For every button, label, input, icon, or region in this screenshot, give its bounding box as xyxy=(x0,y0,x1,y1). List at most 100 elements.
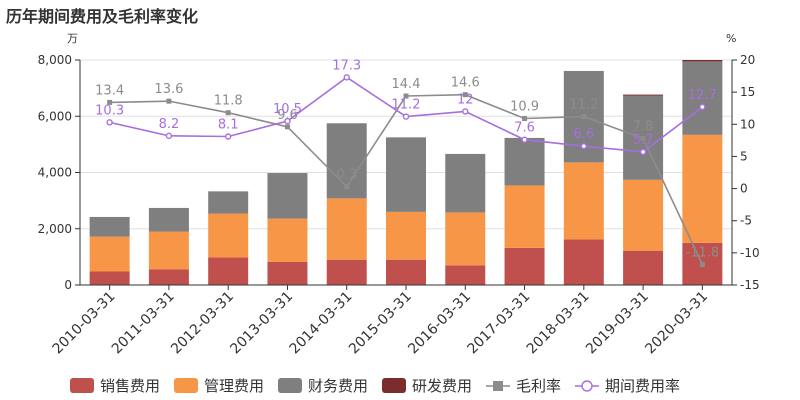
right-tick-label: 20 xyxy=(740,53,755,67)
bar-segment xyxy=(445,153,486,213)
bar-segment xyxy=(267,173,308,219)
data-label: 11.2 xyxy=(392,98,421,113)
x-tick-label: 2016-03-31 xyxy=(405,289,474,358)
bar-segment xyxy=(504,247,545,285)
data-label: 11.2 xyxy=(569,98,598,113)
point-marker xyxy=(521,136,528,143)
right-tick-label: 0 xyxy=(740,182,748,196)
bar-segment xyxy=(682,134,723,243)
bar-segment xyxy=(563,239,604,285)
line-series xyxy=(106,74,706,267)
left-tick-label: 4,000 xyxy=(38,166,72,180)
bars xyxy=(89,60,723,285)
left-tick-label: 0 xyxy=(64,278,72,292)
bar-segment xyxy=(148,231,189,270)
bar-segment xyxy=(623,94,664,96)
bar-segment xyxy=(267,218,308,262)
point-marker xyxy=(403,93,409,99)
data-label: 8.1 xyxy=(218,118,239,133)
x-tick-label: 2010-03-31 xyxy=(50,289,119,358)
legend-swatch xyxy=(278,378,302,393)
x-tick-label: 2019-03-31 xyxy=(583,289,652,358)
legend-label: 销售费用 xyxy=(100,377,160,395)
bar-segment xyxy=(682,61,723,135)
data-label: 9.6 xyxy=(277,108,298,123)
point-marker xyxy=(344,184,350,190)
left-unit-label: 万 xyxy=(67,32,78,45)
bar-segment xyxy=(504,185,545,248)
data-label: 0.3 xyxy=(336,168,357,183)
right-tick-label: 15 xyxy=(740,85,755,99)
bar-segment xyxy=(89,271,130,285)
bar-segment xyxy=(623,179,664,251)
point-marker xyxy=(284,124,290,130)
data-label: 10.9 xyxy=(510,100,539,115)
data-label: 12.7 xyxy=(688,88,717,103)
right-tick-label: -15 xyxy=(740,278,760,292)
bar-segment xyxy=(208,257,249,285)
bar-segment xyxy=(89,216,130,237)
bar-segment xyxy=(623,250,664,285)
point-marker xyxy=(462,108,469,115)
point-marker xyxy=(462,92,468,98)
right-unit-label: % xyxy=(726,32,736,45)
legend-swatch xyxy=(382,378,406,393)
left-tick-label: 2,000 xyxy=(38,222,72,236)
x-tick-label: 2017-03-31 xyxy=(465,289,534,358)
bar-segment xyxy=(682,60,723,62)
data-label: 13.4 xyxy=(95,83,124,98)
point-marker xyxy=(106,119,113,126)
right-tick-label: -10 xyxy=(740,246,760,260)
left-tick-label: 6,000 xyxy=(38,109,72,123)
bar-segment xyxy=(386,137,426,212)
point-marker xyxy=(581,114,587,120)
bar-segment xyxy=(386,211,426,260)
legend-label: 财务费用 xyxy=(308,377,368,395)
x-tick-label: 2020-03-31 xyxy=(642,289,711,358)
data-label: 8.2 xyxy=(159,117,180,132)
data-label: 11.8 xyxy=(214,94,243,109)
bar-segment xyxy=(386,259,426,285)
point-marker xyxy=(522,116,528,121)
bar-segment xyxy=(326,259,367,285)
data-label: 7.6 xyxy=(514,121,535,136)
legend-label: 毛利率 xyxy=(516,377,561,395)
right-tick-label: 5 xyxy=(740,149,748,163)
point-marker xyxy=(166,98,172,104)
point-marker xyxy=(224,133,232,140)
legend: 销售费用 管理费用 财务费用 研发费用 毛利率 期间费用率 xyxy=(70,377,680,395)
point-marker xyxy=(165,132,173,140)
bar-segment xyxy=(148,269,189,285)
data-label: 14.6 xyxy=(451,76,480,91)
legend-marker xyxy=(493,381,503,391)
point-marker xyxy=(343,74,350,81)
data-label: 10.5 xyxy=(273,102,302,117)
x-tick-label: 2011-03-31 xyxy=(109,289,178,358)
point-marker xyxy=(639,148,647,156)
data-labels: 13.4 13.6 11.8 9.6 0.3 14.4 14.6 10.9 11.2 7.8 -11… xyxy=(95,58,719,260)
bar-segment xyxy=(504,137,545,186)
data-label: 17.3 xyxy=(332,58,361,73)
left-tick-label: 8,000 xyxy=(38,53,72,67)
bar-segment xyxy=(563,162,604,240)
point-marker xyxy=(580,142,588,150)
bar-segment xyxy=(208,213,249,258)
bar-segment xyxy=(445,212,486,266)
x-tick-label: 2015-03-31 xyxy=(346,289,415,358)
legend-label: 期间费用率 xyxy=(605,377,680,395)
bar-segment xyxy=(267,261,308,285)
chart-title: 历年期间费用及毛利率变化 xyxy=(6,7,199,26)
bar-segment xyxy=(89,236,130,272)
point-marker xyxy=(107,99,113,105)
point-marker xyxy=(640,135,646,141)
x-tick-label: 2014-03-31 xyxy=(287,289,356,358)
x-tick-label: 2013-03-31 xyxy=(227,289,296,358)
legend-swatch xyxy=(70,378,94,393)
bar-segment xyxy=(208,191,249,214)
point-marker xyxy=(402,113,410,120)
bar-segment xyxy=(445,265,486,285)
legend-label: 研发费用 xyxy=(412,377,472,395)
x-tick-label: 2018-03-31 xyxy=(524,289,593,358)
right-tick-label: -5 xyxy=(740,214,752,228)
